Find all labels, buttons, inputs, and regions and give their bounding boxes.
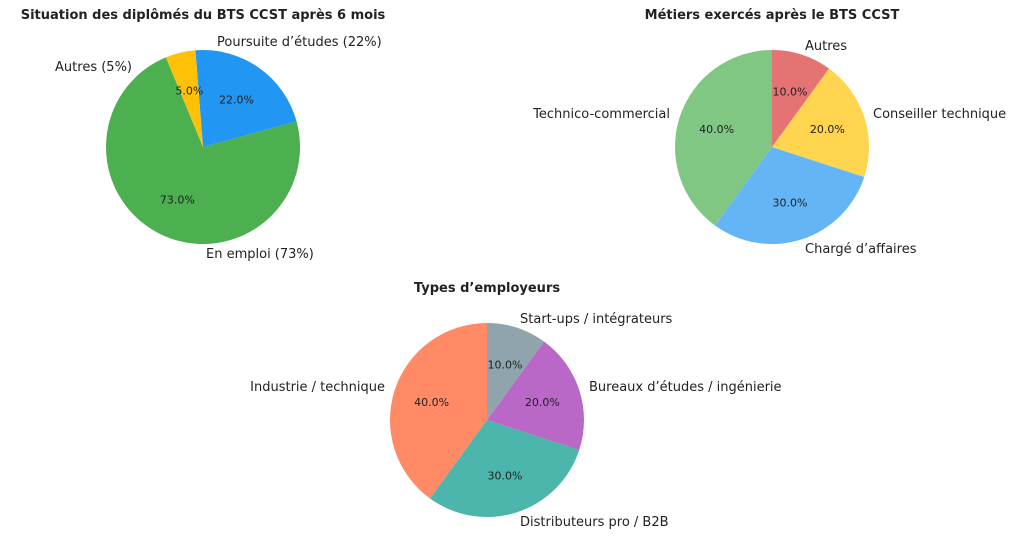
slice-label: Industrie / technique xyxy=(250,380,385,395)
slice-percent-label: 30.0% xyxy=(773,196,808,209)
slice-percent-label: 5.0% xyxy=(175,84,203,97)
slice-label: Technico-commercial xyxy=(532,107,670,122)
pie-percent-labels: 40.0% 30.0% 20.0% 10.0% xyxy=(414,359,560,483)
slice-percent-label: 10.0% xyxy=(488,359,523,372)
slice-percent-label: 20.0% xyxy=(810,123,845,136)
slice-label: Autres xyxy=(805,39,847,54)
slice-percent-label: 22.0% xyxy=(219,93,254,106)
slice-label: En emploi (73%) xyxy=(206,247,314,262)
pie-percent-labels: 73.0% 22.0% 5.0% xyxy=(160,84,254,206)
pie-slice xyxy=(772,68,869,177)
slice-label: Distributeurs pro / B2B xyxy=(520,515,669,530)
slice-percent-label: 10.0% xyxy=(773,86,808,99)
pie-slice xyxy=(165,50,203,147)
slice-label: Bureaux d’études / ingénierie xyxy=(589,380,782,395)
pie-slice xyxy=(714,147,865,244)
chart-title: Métiers exercés après le BTS CCST xyxy=(645,8,900,23)
pie-slice xyxy=(429,420,580,517)
slice-percent-label: 40.0% xyxy=(414,396,449,409)
slice-percent-label: 73.0% xyxy=(160,193,195,206)
slice-percent-label: 30.0% xyxy=(488,469,523,482)
pie-slices xyxy=(675,50,869,244)
pie-percent-labels: 40.0% 30.0% 20.0% 10.0% xyxy=(699,86,845,210)
slice-label: Start-ups / intégrateurs xyxy=(520,312,673,327)
pie-slice xyxy=(195,50,297,147)
slice-percent-label: 40.0% xyxy=(699,123,734,136)
pie-slices xyxy=(390,323,584,517)
slice-label: Conseiller technique xyxy=(873,107,1006,122)
pie-slice xyxy=(390,323,487,499)
slice-label: Chargé d’affaires xyxy=(805,242,917,257)
pie-slices xyxy=(105,50,300,244)
pie-slice xyxy=(487,323,545,420)
pie-slice xyxy=(772,50,830,147)
pie-slice xyxy=(675,50,772,226)
chart-title: Types d’employeurs xyxy=(414,281,560,296)
pie-slice xyxy=(105,57,300,244)
slice-percent-label: 20.0% xyxy=(525,396,560,409)
slice-label: Autres (5%) xyxy=(55,60,132,75)
chart-title: Situation des diplômés du BTS CCST après… xyxy=(21,8,386,23)
slice-label: Poursuite d’études (22%) xyxy=(217,35,382,50)
pie-chart-metiers: Métiers exercés après le BTS CCST 40.0% 3… xyxy=(532,8,1006,257)
pie-slice xyxy=(487,341,584,450)
pie-chart-situation: Situation des diplômés du BTS CCST après… xyxy=(21,8,386,262)
pie-chart-employeurs: Types d’employeurs 40.0%30.0%20.0%10.0% … xyxy=(250,281,781,530)
